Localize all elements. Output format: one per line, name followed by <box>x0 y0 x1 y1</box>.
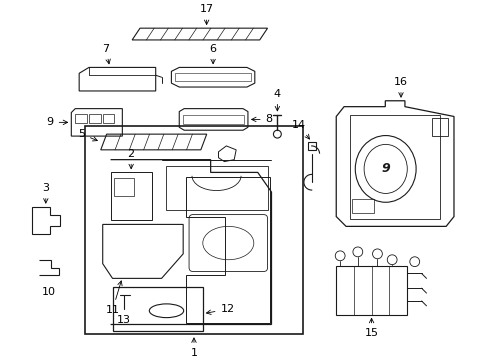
Bar <box>307 142 315 150</box>
Bar <box>114 178 134 196</box>
Bar <box>336 266 406 315</box>
Text: 12: 12 <box>206 304 234 314</box>
Text: 3: 3 <box>42 183 49 203</box>
Text: 9: 9 <box>381 162 389 175</box>
Bar <box>431 118 447 136</box>
Text: 9: 9 <box>46 117 67 127</box>
Text: 2: 2 <box>127 149 135 169</box>
Text: 11: 11 <box>105 281 122 315</box>
Text: 8: 8 <box>251 114 272 125</box>
Bar <box>102 113 114 123</box>
Bar <box>89 113 101 123</box>
Text: 7: 7 <box>102 44 110 64</box>
Bar <box>75 113 87 123</box>
Bar <box>351 199 373 213</box>
Text: 13: 13 <box>116 315 130 325</box>
Text: 16: 16 <box>393 77 407 97</box>
Text: 1: 1 <box>190 338 197 358</box>
Text: 5: 5 <box>78 129 97 141</box>
Bar <box>112 287 203 331</box>
Text: 4: 4 <box>273 89 281 111</box>
Text: 14: 14 <box>291 120 309 139</box>
Text: 17: 17 <box>199 4 213 24</box>
Bar <box>85 126 302 334</box>
Text: 6: 6 <box>209 44 216 64</box>
Bar <box>165 166 267 210</box>
Text: 15: 15 <box>364 318 378 338</box>
Text: 10: 10 <box>41 287 56 297</box>
